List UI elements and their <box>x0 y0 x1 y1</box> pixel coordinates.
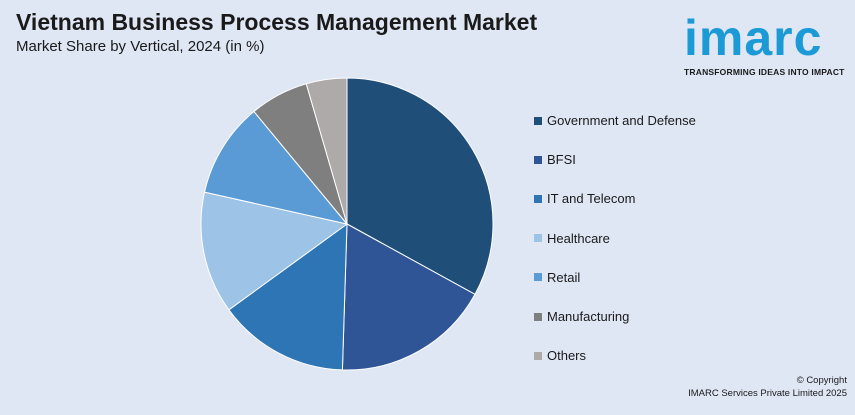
pie-slice-retail <box>203 110 349 225</box>
copyright-company: IMARC Services Private Limited 2025 <box>688 388 847 399</box>
legend-item: IT and Telecom <box>534 179 696 218</box>
chart-legend: Government and Defense BFSI IT and Telecom… <box>534 101 696 375</box>
copyright-line: © Copyright <box>796 375 847 386</box>
imarc-logo: imarc TRANSFORMING IDEAS INTO IMPACT <box>680 8 848 80</box>
legend-item: Manufacturing <box>534 297 696 336</box>
legend-label: BFSI <box>547 152 576 168</box>
legend-swatch <box>534 273 542 282</box>
legend-swatch <box>534 155 542 164</box>
pie-slice-bfsi <box>341 223 476 371</box>
logo-tagline: TRANSFORMING IDEAS INTO IMPACT <box>684 67 845 77</box>
legend-swatch <box>534 234 542 243</box>
logo-wordmark: imarc <box>684 10 823 66</box>
legend-swatch <box>534 116 542 125</box>
legend-label: Government and Defense <box>547 113 696 129</box>
legend-swatch <box>534 194 542 203</box>
legend-label: Healthcare <box>547 230 610 246</box>
pie-slice-others <box>305 77 348 225</box>
chart-title: Vietnam Business Process Management Mark… <box>16 9 538 35</box>
pie-slice-it-and-telecom <box>228 222 348 371</box>
pie-slice-healthcare <box>200 191 349 311</box>
legend-item: Healthcare <box>534 219 696 258</box>
legend-swatch <box>534 351 542 360</box>
legend-item: Government and Defense <box>534 101 696 140</box>
copyright-notice: © Copyright IMARC Services Private Limit… <box>688 374 847 400</box>
chart-subtitle: Market Share by Vertical, 2024 (in %) <box>16 38 265 55</box>
pie-slice-government-and-defense <box>346 77 494 296</box>
legend-label: Retail <box>547 269 581 285</box>
legend-label: Manufacturing <box>547 309 630 325</box>
legend-swatch <box>534 312 542 321</box>
legend-label: IT and Telecom <box>547 191 636 207</box>
legend-item: BFSI <box>534 140 696 179</box>
legend-label: Others <box>547 348 587 364</box>
legend-item: Others <box>534 336 696 375</box>
legend-item: Retail <box>534 258 696 297</box>
